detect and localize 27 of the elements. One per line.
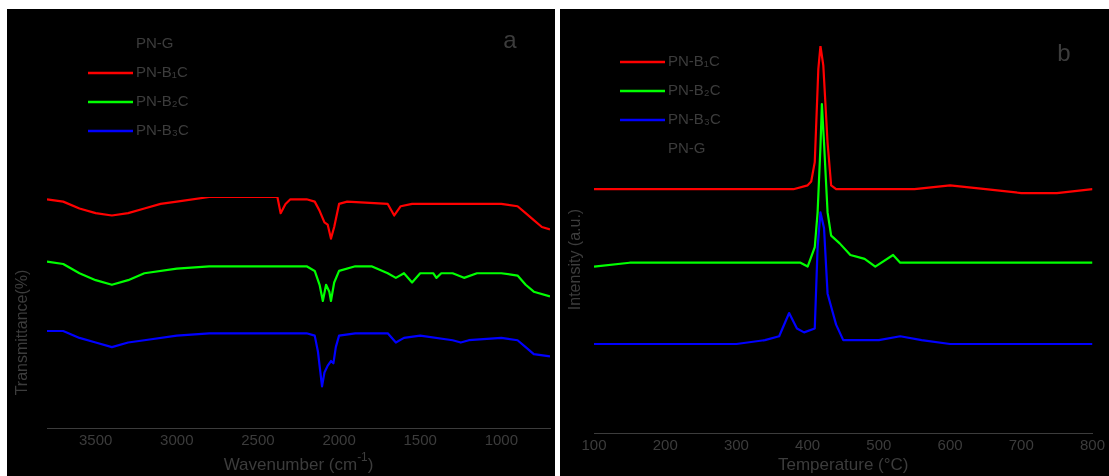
legend-label: PN-B₁C xyxy=(668,52,720,70)
x-tick-label: 600 xyxy=(937,436,963,454)
x-axis-title: Temperature (°C) xyxy=(777,454,909,474)
x-tick-label: 500 xyxy=(866,436,892,454)
legend-label: PN-B₂C xyxy=(136,92,189,110)
x-tick-label: 800 xyxy=(1079,436,1105,454)
legend-label: PN-B₂C xyxy=(668,81,721,99)
y-axis-title: Intensity (a.u.) xyxy=(566,208,584,311)
x-tick-label: 2500 xyxy=(241,431,275,449)
chart-title: b xyxy=(1057,38,1071,66)
x-tick-label: 2000 xyxy=(322,431,356,449)
legend-label: PN-B₃C xyxy=(668,110,721,128)
legend-label: PN-B₃C xyxy=(136,121,189,139)
legend-label: PN-B₁C xyxy=(136,63,188,81)
x-tick-label: 3500 xyxy=(78,431,113,449)
x-tick-label: 700 xyxy=(1008,436,1034,454)
x-tick-label: 3000 xyxy=(160,431,194,449)
text: PN-G xyxy=(136,34,174,52)
x-tick-label: 300 xyxy=(723,436,749,454)
chart-title: a xyxy=(503,25,518,53)
x-tick-label: 200 xyxy=(652,436,678,454)
text: PN-G xyxy=(668,139,706,157)
x-tick-label: 400 xyxy=(795,436,821,454)
x-tick-label: 1500 xyxy=(403,431,437,449)
x-tick-label: 100 xyxy=(581,436,607,454)
x-tick-label: 1000 xyxy=(484,431,519,449)
y-axis-title: Transmittance(%) xyxy=(13,269,31,396)
